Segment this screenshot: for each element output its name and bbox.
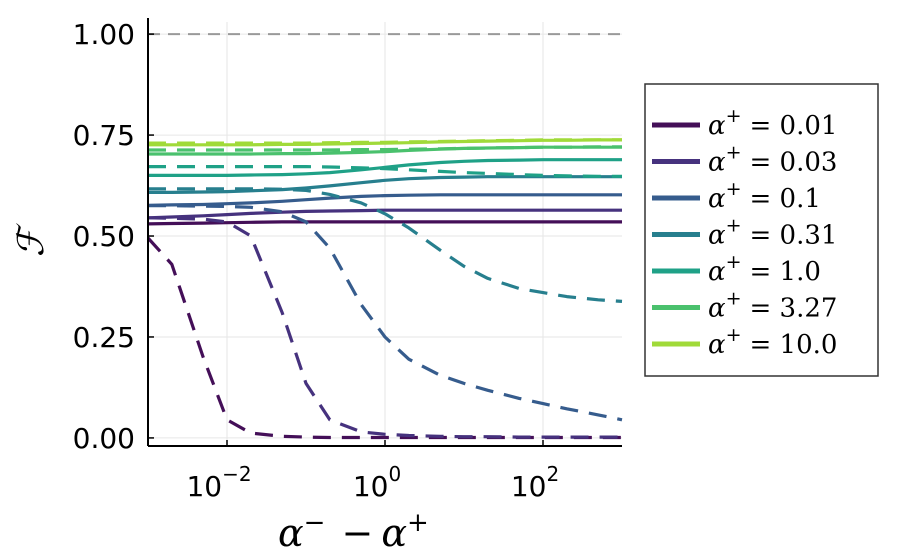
y-axis-label: ℱ xyxy=(11,223,52,257)
x-tick-base: 10 xyxy=(186,470,222,503)
grid xyxy=(148,22,622,446)
x-tick-base: 10 xyxy=(353,470,389,503)
legend-eq: = xyxy=(749,184,779,214)
series-solid-line-0 xyxy=(147,220,622,226)
xlabel-sup-plus: + xyxy=(407,508,429,538)
x-tick-exponent: 2 xyxy=(546,462,559,486)
legend-alpha: α xyxy=(708,148,726,178)
series-solid-line-4 xyxy=(148,158,622,177)
legend-value: 0.1 xyxy=(780,184,821,214)
legend-value: 0.01 xyxy=(780,111,838,141)
legend-label-6: α+ = 10.0 xyxy=(708,324,837,360)
series-dashed-line-3 xyxy=(148,187,623,303)
plot-lines xyxy=(146,138,623,440)
series-dashed-line-0 xyxy=(146,236,622,440)
y-tick-label: 0.50 xyxy=(73,220,135,253)
legend-alpha: α xyxy=(708,184,726,214)
legend-box xyxy=(644,83,879,377)
legend: α+ = 0.01α+ = 0.03α+ = 0.1α+ = 0.31α+ = 1.0α+… xyxy=(644,83,879,377)
legend-alpha: α xyxy=(708,330,726,360)
legend-label-2: α+ = 0.1 xyxy=(708,178,821,214)
legend-eq: = xyxy=(749,294,779,324)
legend-sup: + xyxy=(726,288,742,310)
legend-eq: = xyxy=(749,148,779,178)
y-tick-label: 0.00 xyxy=(73,422,135,455)
legend-eq: = xyxy=(749,257,779,287)
series-dashed-line-1 xyxy=(147,216,622,439)
series-dashed-line-5 xyxy=(148,145,622,152)
series-solid-line-2 xyxy=(147,193,622,207)
y-tick-label: 1.00 xyxy=(73,18,135,51)
series-dashed-line-2 xyxy=(148,204,623,422)
legend-label-1: α+ = 0.03 xyxy=(708,142,837,178)
series-solid-line-1 xyxy=(147,208,622,220)
legend-value: 0.03 xyxy=(780,148,838,178)
legend-alpha: α xyxy=(708,221,726,251)
legend-value: 1.0 xyxy=(780,257,821,287)
xlabel-alpha-2: α xyxy=(381,511,407,554)
series-solid-line-6 xyxy=(148,138,622,147)
x-tick-label: 100 xyxy=(353,462,401,503)
y-tick-label: 0.75 xyxy=(73,119,135,152)
legend-value: 10.0 xyxy=(780,330,838,360)
series-solid-line-3 xyxy=(148,175,622,194)
xlabel-alpha-1: α xyxy=(278,511,304,554)
xlabel-minus: − xyxy=(341,511,373,554)
x-tick-label: 102 xyxy=(511,462,559,503)
legend-label-5: α+ = 3.27 xyxy=(708,288,837,324)
legend-label-3: α+ = 0.31 xyxy=(708,215,837,251)
legend-alpha: α xyxy=(708,257,726,287)
legend-sup: + xyxy=(726,178,742,200)
legend-eq: = xyxy=(749,111,779,141)
legend-sup: + xyxy=(726,324,742,346)
legend-value: 3.27 xyxy=(780,294,838,324)
legend-sup: + xyxy=(726,105,742,127)
x-tick-label: 10−2 xyxy=(186,462,251,503)
legend-items: α+ = 0.01α+ = 0.03α+ = 0.1α+ = 0.31α+ = 1.0α+… xyxy=(652,105,837,360)
legend-value: 0.31 xyxy=(780,221,838,251)
legend-sup: + xyxy=(726,215,742,237)
legend-sup: + xyxy=(726,142,742,164)
legend-alpha: α xyxy=(708,111,726,141)
legend-label-0: α+ = 0.01 xyxy=(708,105,837,141)
x-tick-base: 10 xyxy=(511,470,547,503)
x-axis-label: α− − α+ xyxy=(278,508,429,554)
xlabel-sup-minus: − xyxy=(304,508,326,538)
legend-eq: = xyxy=(749,330,779,360)
x-tick-exponent: 0 xyxy=(388,462,401,486)
legend-alpha: α xyxy=(708,294,726,324)
x-tick-exponent: −2 xyxy=(222,462,251,486)
y-tick-label: 0.25 xyxy=(73,321,135,354)
legend-sup: + xyxy=(726,251,742,273)
series-solid-line-5 xyxy=(148,145,622,156)
legend-label-4: α+ = 1.0 xyxy=(708,251,821,287)
legend-eq: = xyxy=(749,221,779,251)
